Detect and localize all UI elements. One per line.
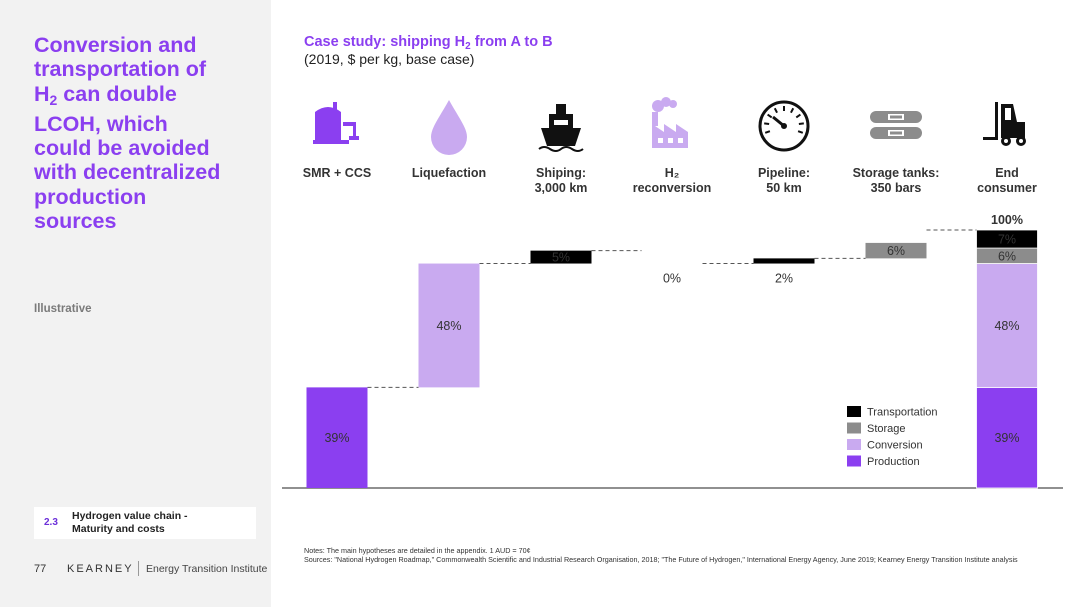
data-label-5: 2%: [775, 272, 793, 286]
stage-label-3: Shiping:: [536, 166, 586, 180]
left-panel: Conversion and transportation of H2 can …: [0, 0, 271, 607]
gauge-icon: [758, 100, 810, 152]
bar-transportation: [530, 250, 592, 264]
section-badge[interactable]: 2.3 Hydrogen value chain - Maturity and …: [34, 507, 256, 539]
data-label-4: 0%: [663, 272, 681, 286]
footer-divider: [138, 561, 139, 576]
stage-label-7: End: [995, 166, 1019, 180]
legend-swatch-transportation: [847, 406, 861, 417]
bar-transportation: [753, 258, 815, 264]
legend-label-storage: Storage: [867, 423, 906, 435]
data-label-3: 5%: [552, 251, 570, 265]
factory-tank-icon: [313, 102, 359, 144]
legend-label-conversion: Conversion: [867, 440, 923, 452]
legend-label-transportation: Transportation: [867, 407, 938, 419]
data-label-total-storage: 6%: [998, 249, 1016, 263]
section-title: Hydrogen value chain - Maturity and cost…: [72, 510, 188, 535]
legend-swatch-storage: [847, 422, 861, 434]
droplet-icon: [431, 100, 467, 155]
ship-icon: [538, 104, 584, 152]
institute-name: Energy Transition Institute: [146, 563, 268, 575]
notes-line: Notes: The main hypotheses are detailed …: [304, 546, 531, 555]
stage-sublabel-7: consumer: [977, 181, 1037, 195]
data-label-1: 39%: [324, 431, 349, 445]
chart-title: Case study: shipping H2 from A to B: [304, 34, 553, 52]
sources-line: Sources: "National Hydrogen Roadmap," Co…: [304, 554, 1018, 564]
bar-production: [306, 387, 368, 488]
data-label-total-production: 39%: [994, 431, 1019, 445]
bar-segment-production: [976, 386, 1038, 489]
chart-subtitle: (2019, $ per kg, base case): [304, 51, 475, 67]
data-label-total-conversion: 48%: [994, 319, 1019, 333]
bar-conversion: [418, 263, 480, 388]
stage-label-4: H₂: [665, 166, 680, 180]
stage-sublabel-5: 50 km: [766, 181, 801, 195]
legend-swatch-conversion: [847, 439, 861, 450]
legend-label-production: Production: [867, 456, 920, 468]
brand-logo: KEARNEY: [67, 563, 134, 575]
bar-segment-conversion: [976, 263, 1038, 388]
stage-label-5: Pipeline:: [758, 166, 810, 180]
storage-tanks-icon: [870, 111, 922, 139]
stage-label-1: SMR + CCS: [303, 166, 371, 180]
section-number: 2.3: [44, 517, 58, 528]
stage-sublabel-3: 3,000 km: [535, 181, 588, 195]
stage-sublabel-6: 350 bars: [871, 181, 922, 195]
forklift-icon: [983, 102, 1026, 146]
page-number: 77: [34, 563, 47, 575]
data-label-6: 6%: [887, 244, 905, 258]
data-label-total-transportation: 7%: [998, 233, 1016, 247]
notes: Notes: The main hypotheses are detailed …: [304, 546, 1044, 564]
stage-sublabel-4: reconversion: [633, 181, 712, 195]
page-title: Conversion and transportation of H2 can …: [34, 33, 221, 234]
data-label-2: 48%: [436, 319, 461, 333]
stage-label-2: Liquefaction: [412, 166, 486, 180]
factory-icon: [652, 97, 688, 148]
bar-segment-transportation: [976, 229, 1038, 249]
stage-label-6: Storage tanks:: [853, 166, 940, 180]
total-label: 100%: [991, 213, 1023, 227]
bar-storage: [865, 242, 927, 259]
illustrative-tag: Illustrative: [34, 303, 92, 315]
legend-swatch-production: [847, 455, 861, 467]
